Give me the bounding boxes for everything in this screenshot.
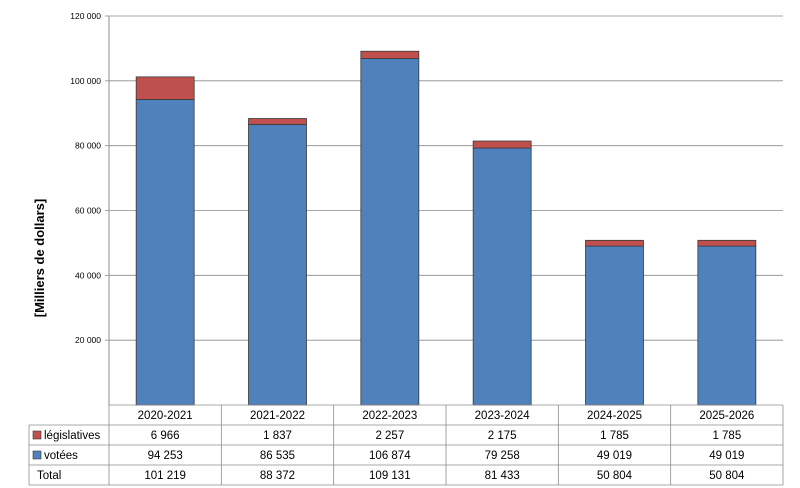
y-tick-label: 80 000 — [75, 141, 101, 151]
data-label: 50 804 — [709, 470, 745, 482]
row-label: votées — [44, 450, 78, 462]
data-label: 1 785 — [712, 430, 741, 442]
bar-votees-2021-2022 — [248, 124, 307, 406]
data-label: 49 019 — [709, 450, 744, 462]
data-label: 94 253 — [148, 450, 183, 462]
row-label: législatives — [44, 430, 100, 442]
bar-votees-2020-2021 — [135, 99, 195, 406]
data-label: 2 257 — [375, 430, 404, 442]
category-label: 2020-2021 — [138, 410, 193, 422]
data-label: 81 433 — [485, 470, 520, 482]
axis-layer: 20 000 40 000 60 000 80 000 100 000 120 000 — [70, 11, 110, 405]
y-tick-label: 60 000 — [75, 206, 101, 216]
data-label: 2 175 — [488, 430, 517, 442]
data-label: 88 372 — [260, 470, 295, 482]
grid-layer — [109, 15, 783, 341]
row-label: Total — [37, 470, 61, 482]
data-label: 50 804 — [597, 470, 633, 482]
bar-legislatives-2022-2023 — [360, 50, 420, 59]
bar-legislatives-2025-2026 — [697, 239, 757, 247]
data-label: 6 966 — [151, 430, 180, 442]
bar-legislatives-2023-2024 — [472, 140, 532, 149]
category-label: 2024-2025 — [587, 410, 642, 422]
data-label: 101 219 — [144, 470, 186, 482]
data-label: 79 258 — [485, 450, 520, 462]
legend-swatch — [32, 430, 42, 440]
y-axis-title: [Milliers de dollars] — [32, 199, 47, 317]
bar-legislatives-2024-2025 — [585, 239, 644, 247]
y-tick-label: 40 000 — [75, 270, 101, 280]
data-table: 2020-2021 2021-2022 2022-2023 2023-2024 2024… — [28, 404, 784, 486]
bar-legislatives-2021-2022 — [248, 118, 307, 125]
data-label: 49 019 — [597, 450, 632, 462]
y-tick-label: 20 000 — [75, 335, 101, 345]
y-tick-label: 120 000 — [70, 11, 101, 21]
data-label: 106 874 — [369, 450, 411, 462]
category-label: 2021-2022 — [250, 410, 305, 422]
data-label: 1 837 — [263, 430, 292, 442]
bars-layer — [135, 50, 757, 406]
bar-votees-2024-2025 — [585, 245, 644, 406]
bar-votees-2025-2026 — [697, 245, 757, 406]
bar-votees-2022-2023 — [360, 58, 420, 406]
category-label: 2022-2023 — [362, 410, 417, 422]
y-tick-label: 100 000 — [70, 76, 101, 86]
bar-legislatives-2020-2021 — [135, 76, 195, 100]
data-label: 109 131 — [369, 470, 411, 482]
data-label: 86 535 — [260, 450, 295, 462]
legend-swatch — [32, 450, 42, 460]
bar-votees-2023-2024 — [472, 147, 532, 406]
category-label: 2023-2024 — [475, 410, 531, 422]
category-label: 2025-2026 — [699, 410, 754, 422]
data-label: 1 785 — [600, 430, 629, 442]
